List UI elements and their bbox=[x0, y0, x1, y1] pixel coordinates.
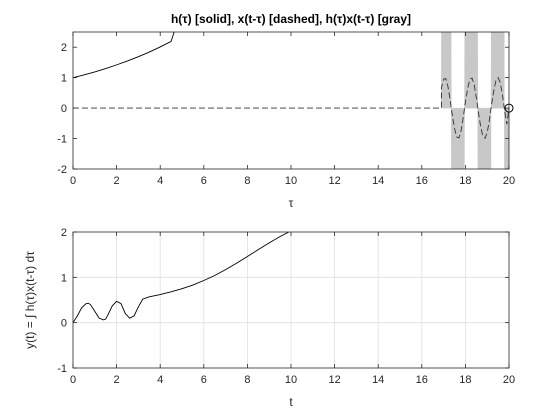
top-x-tick-label: 2 bbox=[114, 175, 120, 187]
bottom-x-tick-label: 10 bbox=[285, 374, 297, 386]
bottom-x-tick-label: 14 bbox=[372, 374, 384, 386]
bottom-x-tick-label: 12 bbox=[328, 374, 340, 386]
top-x-tick-label: 6 bbox=[201, 175, 207, 187]
bottom-x-tick-label: 16 bbox=[416, 374, 428, 386]
bottom-x-tick-label: 18 bbox=[459, 374, 471, 386]
top-y-tick-label: 2 bbox=[61, 42, 67, 54]
top-x-tick-label: 20 bbox=[503, 175, 515, 187]
solid-impulse-response-line bbox=[73, 32, 175, 79]
top-x-tick-label: 8 bbox=[244, 175, 250, 187]
top-x-tick-label: 18 bbox=[459, 175, 471, 187]
top-x-tick-label: 0 bbox=[70, 175, 76, 187]
bottom-x-tick-label: 0 bbox=[70, 374, 76, 386]
top-line-series bbox=[73, 32, 509, 140]
bottom-x-tick-label: 8 bbox=[244, 374, 250, 386]
top-y-tick-label: 0 bbox=[61, 103, 67, 115]
top-x-tick-label: 12 bbox=[328, 175, 340, 187]
top-x-tick-label: 16 bbox=[416, 175, 428, 187]
bottom-line-series bbox=[73, 232, 290, 323]
bottom-x-tick-label: 2 bbox=[114, 374, 120, 386]
bottom-y-tick-label: -1 bbox=[57, 363, 67, 375]
dashed-input-line bbox=[73, 76, 509, 140]
top-y-tick-label: 1 bbox=[61, 73, 67, 85]
top-gray-product-series bbox=[441, 32, 509, 169]
top-y-tick-label: -1 bbox=[57, 134, 67, 146]
bottom-x-tick-label: 6 bbox=[201, 374, 207, 386]
bottom-y-tick-label: 1 bbox=[61, 272, 67, 284]
top-x-tick-label: 4 bbox=[157, 175, 163, 187]
bottom-grid bbox=[73, 232, 509, 368]
top-x-tick-label: 14 bbox=[372, 175, 384, 187]
bottom-x-tick-label: 4 bbox=[157, 374, 163, 386]
top-x-axis-label: τ bbox=[289, 196, 294, 210]
bottom-y-tick-label: 2 bbox=[61, 227, 67, 239]
top-y-tick-label: -2 bbox=[57, 164, 67, 176]
bottom-y-tick-label: 0 bbox=[61, 318, 67, 330]
top-x-tick-label: 10 bbox=[285, 175, 297, 187]
gray-product-area bbox=[441, 32, 509, 169]
top-plot-area bbox=[73, 32, 509, 169]
bottom-y-axis-label: y(t) = ∫ h(τ)x(t-τ) dτ bbox=[23, 251, 37, 349]
bottom-x-tick-label: 20 bbox=[503, 374, 515, 386]
output-line bbox=[73, 232, 290, 323]
bottom-x-axis-label: t bbox=[289, 395, 293, 409]
top-chart-title: h(τ) [solid], x(t-τ) [dashed], h(τ)x(t-τ… bbox=[171, 12, 411, 26]
